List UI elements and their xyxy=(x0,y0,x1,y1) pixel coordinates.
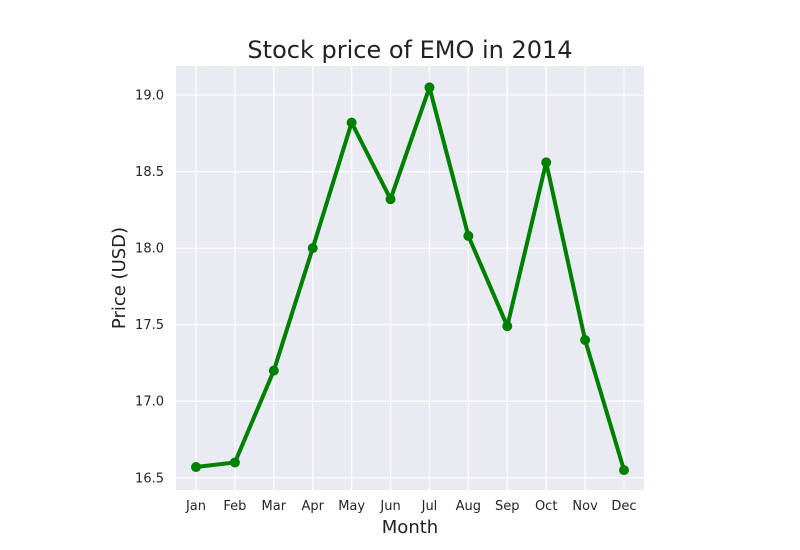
data-point xyxy=(541,157,552,168)
x-tick-label: Aug xyxy=(456,499,481,514)
x-tick-label: Oct xyxy=(535,499,557,514)
data-point xyxy=(307,243,318,254)
data-point xyxy=(424,82,435,93)
data-point xyxy=(229,457,240,468)
x-axis-label: Month xyxy=(382,517,438,538)
data-point xyxy=(191,462,201,473)
series-layer xyxy=(191,82,629,476)
data-point xyxy=(580,334,591,345)
x-tick-label: Dec xyxy=(611,499,636,514)
chart-title: Stock price of EMO in 2014 xyxy=(247,36,572,64)
y-tick-label: 18.5 xyxy=(135,165,164,180)
data-point xyxy=(346,117,357,128)
series-line xyxy=(194,85,626,473)
grid xyxy=(176,66,644,490)
x-tick-label: Nov xyxy=(572,499,598,514)
x-axis-ticks: Jan Feb Mar Apr May Jun Jul Aug Sep Oct Nov Dec xyxy=(185,499,637,514)
data-point xyxy=(463,230,474,241)
x-tick-label: Apr xyxy=(301,499,324,514)
x-tick-label: Jun xyxy=(379,499,400,514)
y-axis-ticks: 16.5 17.0 17.5 18.0 18.5 19.0 xyxy=(135,89,164,487)
data-point xyxy=(619,465,629,476)
y-tick-label: 17.5 xyxy=(135,318,164,333)
x-tick-label: Mar xyxy=(262,499,287,514)
data-point xyxy=(502,321,513,332)
y-tick-label: 17.0 xyxy=(135,395,164,410)
data-point xyxy=(385,194,396,205)
x-tick-label: Jan xyxy=(185,499,206,514)
y-tick-label: 16.5 xyxy=(135,471,164,486)
x-tick-label: May xyxy=(338,499,365,514)
y-tick-label: 19.0 xyxy=(135,89,164,104)
x-tick-label: Jul xyxy=(421,499,438,514)
x-tick-label: Sep xyxy=(495,499,520,514)
x-tick-label: Feb xyxy=(223,499,246,514)
y-axis-label: Price (USD) xyxy=(109,227,130,329)
y-tick-label: 18.0 xyxy=(135,242,164,257)
data-point xyxy=(268,365,279,376)
plot-area xyxy=(176,66,644,490)
